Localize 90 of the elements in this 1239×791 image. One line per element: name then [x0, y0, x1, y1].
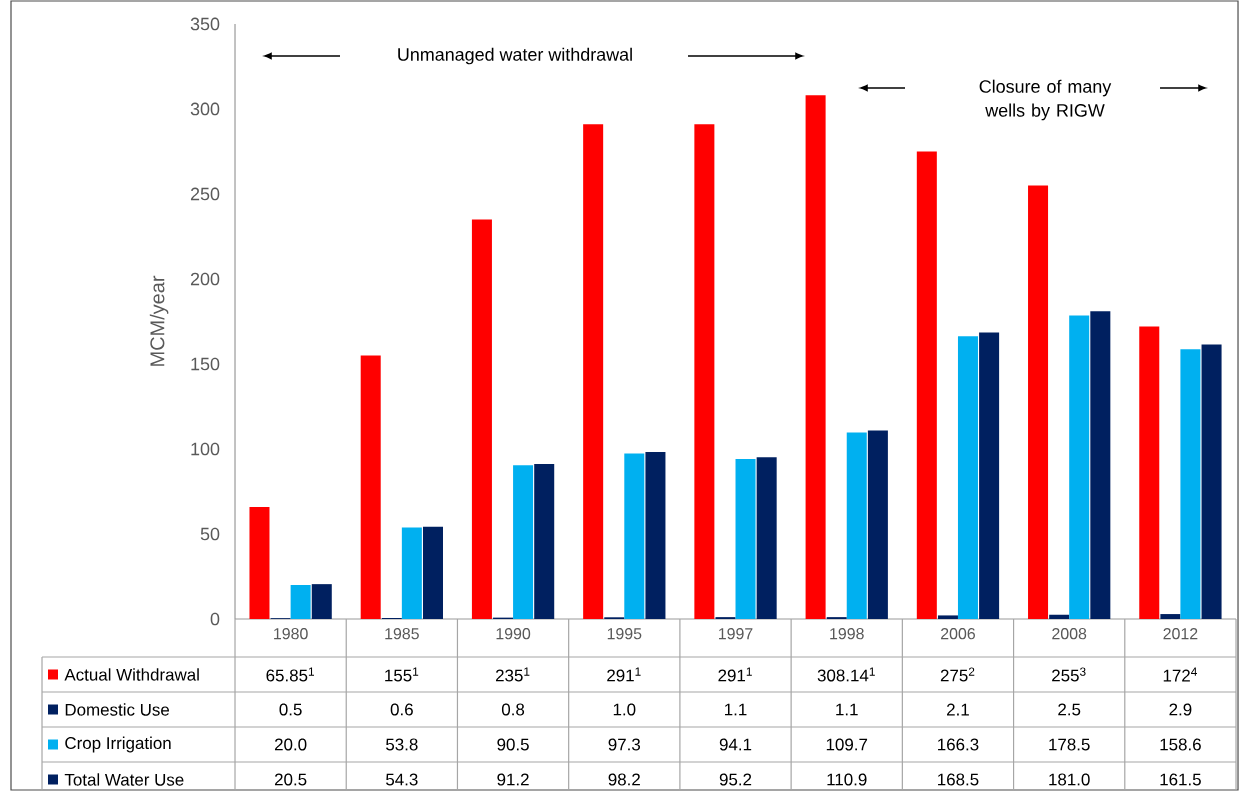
x-tick-label: 2008 [1052, 628, 1087, 640]
bar [937, 615, 958, 619]
bar [694, 124, 715, 619]
data-label: 178.5 [1049, 738, 1090, 751]
y-tick-label: 100 [191, 442, 220, 456]
data-label: 109.7 [826, 738, 868, 751]
bar [249, 507, 270, 619]
annotation: Unmanaged water withdrawal [398, 47, 632, 65]
data-label: 1.1 [725, 703, 747, 716]
legend-label: Actual Withdrawal [64, 668, 199, 681]
y-axis-title: MCM/year [149, 275, 169, 366]
data-label: 2.5 [1058, 703, 1081, 716]
bar [1049, 614, 1070, 619]
data-label: 255$^{3}$ [1052, 667, 1086, 682]
data-label: 158.6 [1160, 738, 1201, 751]
x-tick-label: 1980 [274, 628, 308, 640]
data-label: 95.2 [719, 773, 752, 786]
bar [1139, 326, 1160, 619]
bar [471, 219, 492, 619]
y-tick-label: 200 [190, 272, 220, 286]
bar [1160, 614, 1181, 619]
x-tick-label: 1997 [719, 628, 753, 640]
data-label: 166.3 [938, 738, 979, 751]
bar [1069, 315, 1090, 619]
bar [979, 332, 1000, 619]
data-label: 54.3 [386, 773, 418, 786]
bar [916, 151, 937, 619]
legend-label: Domestic Use [65, 703, 170, 716]
x-tick-label: 2012 [1163, 628, 1198, 640]
data-label: 97.3 [608, 738, 641, 751]
data-label: 161.5 [1160, 773, 1201, 786]
legend-label: Total Water Use [64, 773, 184, 786]
data-label: 20.5 [274, 773, 307, 786]
data-label: 168.5 [938, 773, 979, 786]
bar [624, 453, 645, 619]
bar [290, 584, 311, 619]
x-tick-label: 1998 [830, 628, 864, 640]
bar [1090, 311, 1111, 619]
bar [311, 584, 332, 619]
bar [756, 457, 777, 619]
data-label: 2.9 [1169, 703, 1192, 716]
data-label: 172$^{4}$ [1163, 667, 1197, 682]
data-label: 0.5 [279, 703, 302, 716]
x-tick-label: 1985 [385, 628, 419, 640]
data-label: 235$^{1}$ [495, 667, 530, 682]
x-tick-label: 2006 [941, 628, 975, 640]
data-label: 53.8 [386, 738, 418, 751]
y-tick-label: 0 [210, 612, 220, 626]
bar [645, 452, 666, 619]
y-tick-label: 300 [190, 102, 220, 116]
bar [1201, 344, 1222, 619]
bar [360, 355, 381, 619]
data-label: 0.8 [501, 703, 525, 716]
data-label: 291$^{1}$ [607, 667, 641, 682]
data-label: 65.85$^{1}$ [266, 667, 315, 682]
data-label: 91.2 [497, 773, 529, 786]
bar [846, 432, 867, 619]
data-label: 94.1 [719, 738, 752, 751]
data-label: 155$^{1}$ [385, 667, 419, 682]
x-tick-label: 1995 [607, 628, 642, 640]
bar [422, 526, 443, 619]
bar [735, 459, 756, 619]
bar [805, 95, 826, 619]
data-label: 1.1 [836, 703, 858, 716]
data-label: 90.5 [497, 738, 529, 751]
bar [1180, 349, 1201, 619]
bar [583, 124, 604, 619]
data-label: 0.6 [390, 703, 413, 716]
bar [534, 463, 555, 619]
y-tick-label: 50 [200, 527, 220, 541]
data-label: 110.9 [827, 773, 867, 786]
bar [867, 430, 888, 619]
data-label: 275$^{2}$ [940, 667, 975, 682]
bar [401, 527, 422, 619]
data-label: 1.0 [613, 703, 636, 716]
bar [1028, 185, 1049, 619]
data-label: 308.14$^{1}$ [817, 667, 875, 682]
y-tick-label: 350 [190, 17, 220, 31]
bar [957, 336, 978, 619]
x-tick-label: 1990 [496, 628, 531, 640]
data-label: 2.1 [947, 703, 969, 716]
data-label: 181.0 [1049, 773, 1090, 786]
y-tick-label: 150 [191, 357, 220, 371]
bar [513, 465, 534, 619]
data-label: 291$^{1}$ [718, 667, 752, 682]
legend-label: Crop Irrigation [65, 736, 171, 753]
data-label: 98.2 [608, 773, 640, 786]
data-label: 20.0 [274, 738, 307, 751]
y-tick-label: 250 [190, 187, 220, 201]
annotation: Closure of many wells by RIGW [979, 79, 1112, 121]
